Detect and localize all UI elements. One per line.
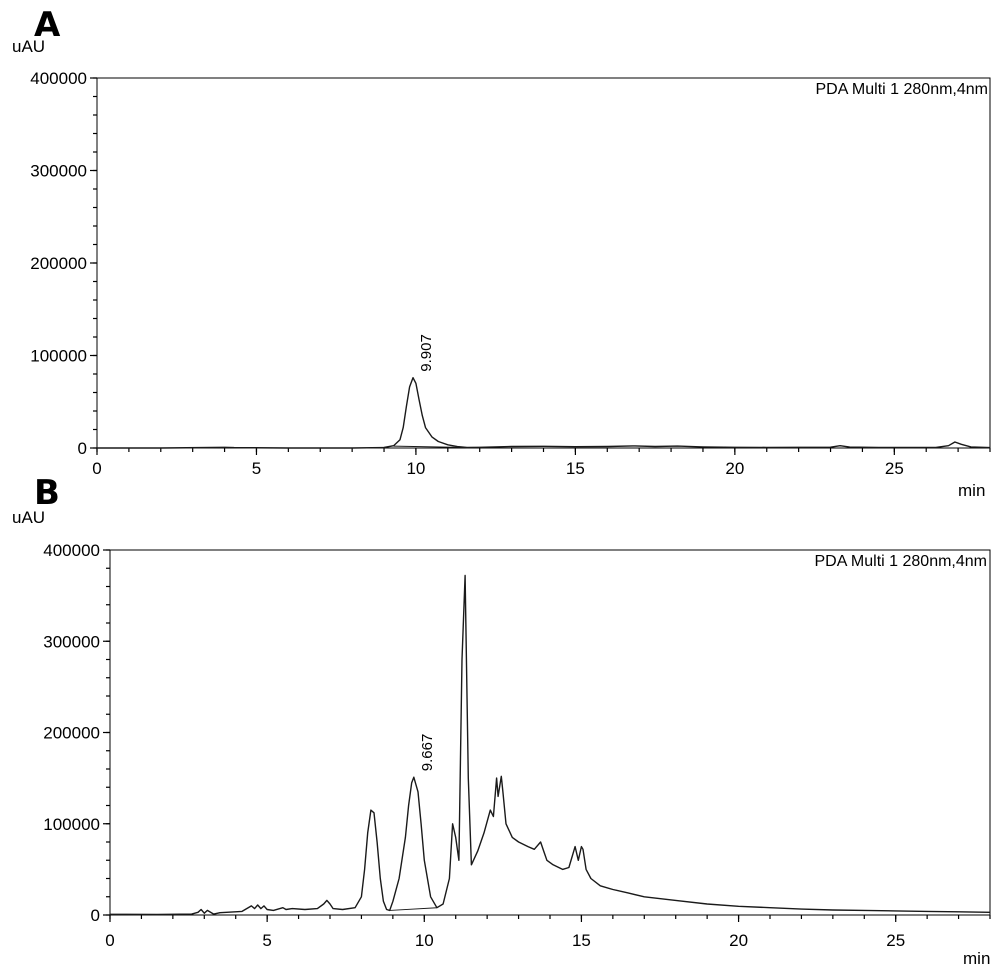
panel-a-x-unit: min xyxy=(958,481,985,500)
y-tick-label: 200000 xyxy=(30,254,87,273)
x-tick-label: 25 xyxy=(886,931,905,950)
panel-a-detector-label: PDA Multi 1 280nm,4nm xyxy=(815,81,988,98)
x-tick-label: 15 xyxy=(566,459,585,478)
integration-baseline xyxy=(389,907,437,911)
x-tick-label: 5 xyxy=(252,459,261,478)
y-tick-label: 100000 xyxy=(30,347,87,366)
peak-retention-time-label: 9.907 xyxy=(418,334,435,372)
x-tick-label: 20 xyxy=(729,931,748,950)
x-tick-label: 25 xyxy=(885,459,904,478)
panel-b-plot-area: 0 100000 200000 300000 400000 0 5 10 15 20 25 9.667 xyxy=(43,541,991,950)
panel-a-letter: A xyxy=(34,5,61,45)
x-tick-label: 10 xyxy=(406,459,425,478)
panel-b-trace xyxy=(109,574,991,916)
x-tick-label: 15 xyxy=(572,931,591,950)
x-tick-label: 10 xyxy=(415,931,434,950)
panel-a-y-unit: uAU xyxy=(12,37,45,56)
integration-baseline xyxy=(393,445,467,449)
y-tick-label: 400000 xyxy=(30,69,87,88)
x-tick-label: 5 xyxy=(262,931,271,950)
y-tick-label: 100000 xyxy=(43,815,100,834)
x-tick-label: 0 xyxy=(92,459,101,478)
y-tick-label: 300000 xyxy=(30,162,87,181)
x-tick-label: 20 xyxy=(725,459,744,478)
panel-b-x-unit: min xyxy=(963,949,990,968)
panel-a-trace xyxy=(97,377,991,449)
y-tick-label: 0 xyxy=(91,906,100,925)
panel-a-frame xyxy=(96,77,991,449)
x-tick-label: 0 xyxy=(105,931,114,950)
y-tick-label: 200000 xyxy=(43,724,100,743)
y-tick-label: 300000 xyxy=(43,632,100,651)
panel-b: B uAU min PDA Multi 1 280nm,4nm 0 100000 2… xyxy=(12,473,991,968)
panel-a: A uAU min PDA Multi 1 280nm,4nm 0 100000 2… xyxy=(12,5,991,500)
peak-retention-time-label: 9.667 xyxy=(419,734,436,772)
y-tick-label: 400000 xyxy=(43,541,100,560)
panel-b-detector-label: PDA Multi 1 280nm,4nm xyxy=(814,553,987,570)
panel-a-plot-area: 0 100000 200000 300000 400000 0 5 10 15 20 25 9.907 xyxy=(30,69,991,478)
panel-b-y-unit: uAU xyxy=(12,508,45,527)
panel-b-frame xyxy=(109,549,991,916)
y-tick-label: 0 xyxy=(78,439,87,458)
panel-b-letter: B xyxy=(34,473,60,513)
